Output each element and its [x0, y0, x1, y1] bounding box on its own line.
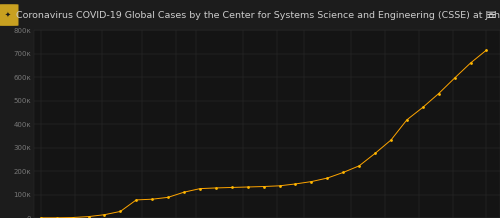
Point — [132, 198, 140, 202]
Point — [148, 198, 156, 201]
Point — [276, 184, 283, 187]
Point — [212, 186, 220, 190]
Point — [308, 180, 316, 183]
Point — [116, 210, 124, 213]
Text: Coronavirus COVID-19 Global Cases by the Center for Systems Science and Engineer: Coronavirus COVID-19 Global Cases by the… — [16, 10, 500, 20]
Point — [52, 216, 60, 218]
Point — [292, 182, 300, 186]
Point — [339, 171, 347, 174]
Text: ≡: ≡ — [486, 9, 496, 22]
Point — [403, 118, 411, 122]
Point — [244, 185, 252, 189]
Point — [180, 190, 188, 194]
Point — [434, 92, 442, 95]
FancyBboxPatch shape — [0, 4, 18, 26]
Point — [196, 187, 204, 190]
Point — [450, 76, 458, 80]
Point — [68, 216, 76, 218]
Point — [164, 196, 172, 199]
Point — [419, 106, 427, 109]
Point — [228, 186, 236, 189]
Point — [482, 48, 490, 52]
Point — [466, 61, 474, 65]
Point — [324, 176, 332, 180]
Text: ✦: ✦ — [5, 12, 11, 18]
Point — [387, 138, 395, 142]
Point — [37, 216, 45, 218]
Point — [260, 185, 268, 188]
Point — [371, 152, 379, 155]
Point — [355, 164, 363, 168]
Point — [100, 213, 108, 216]
Point — [84, 215, 92, 218]
